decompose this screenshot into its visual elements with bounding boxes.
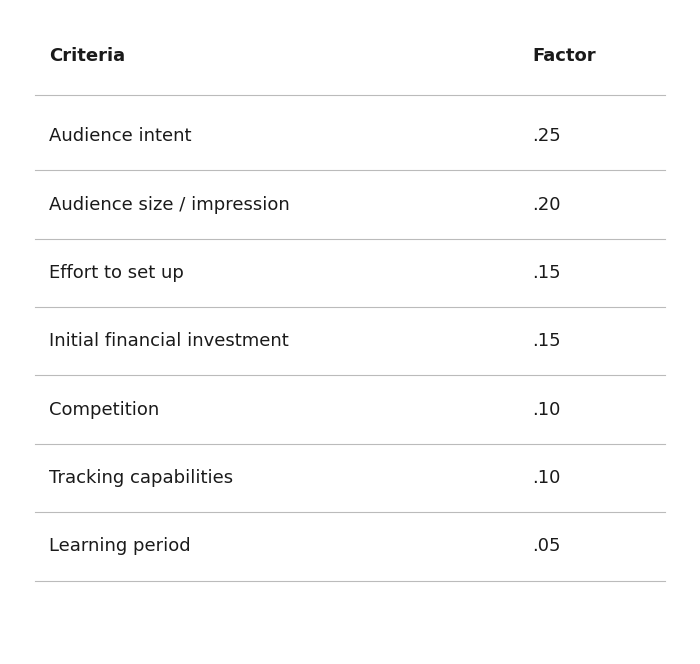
Text: .10: .10	[532, 400, 561, 419]
Text: Learning period: Learning period	[49, 537, 190, 556]
Text: .05: .05	[532, 537, 561, 556]
Text: .15: .15	[532, 264, 561, 282]
Text: Tracking capabilities: Tracking capabilities	[49, 469, 233, 487]
Text: Audience intent: Audience intent	[49, 127, 192, 145]
Text: .20: .20	[532, 195, 561, 214]
Text: Competition: Competition	[49, 400, 160, 419]
Text: .10: .10	[532, 469, 561, 487]
Text: Effort to set up: Effort to set up	[49, 264, 184, 282]
Text: Factor: Factor	[532, 47, 596, 66]
Text: Audience size / impression: Audience size / impression	[49, 195, 290, 214]
Text: Criteria: Criteria	[49, 47, 125, 66]
Text: .25: .25	[532, 127, 561, 145]
Text: Initial financial investment: Initial financial investment	[49, 332, 288, 351]
Text: .15: .15	[532, 332, 561, 351]
